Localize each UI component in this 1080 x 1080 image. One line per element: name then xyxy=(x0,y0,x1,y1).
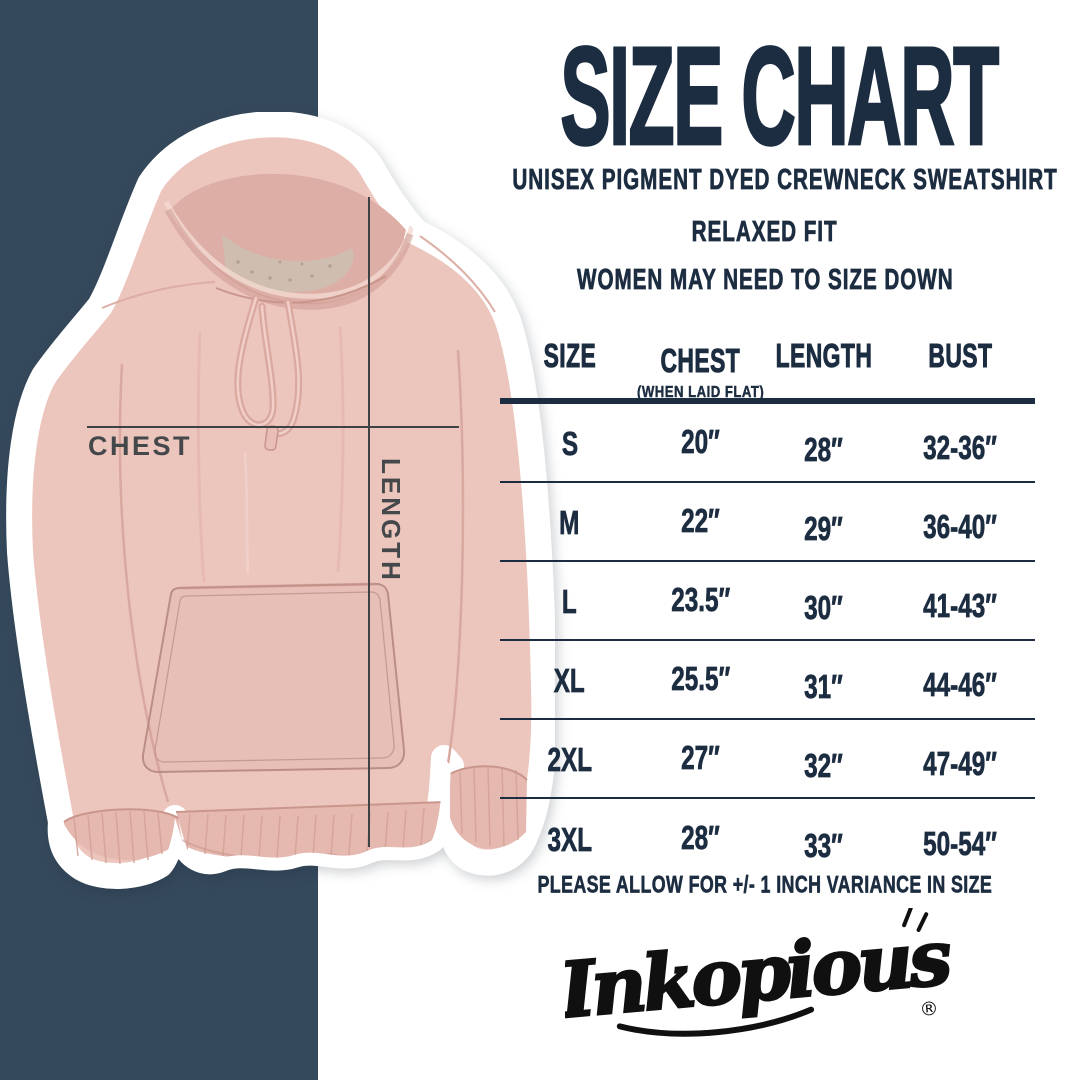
size-table: SIZE CHEST (WHEN LAID FLAT) LENGTH BUST … xyxy=(500,318,1035,878)
page-title: SIZE CHART xyxy=(559,16,1000,175)
logo-flourish xyxy=(902,908,929,932)
size-table-header: SIZE CHEST (WHEN LAID FLAT) LENGTH BUST xyxy=(500,318,1035,401)
logo-swash xyxy=(616,1006,815,1037)
chest-measure-label: CHEST xyxy=(88,431,193,461)
table-row-xl: XL 25.5″ 31″ 44-46″ xyxy=(500,641,1035,720)
brand-logo: Inkopious ® xyxy=(565,908,956,1037)
length-measure-label: LENGTH xyxy=(376,458,406,583)
column-header-bust: BUST xyxy=(928,336,993,375)
table-row-l: L 23.5″ 30″ 41-43″ xyxy=(500,562,1035,641)
table-row-s: S 20″ 28″ 32-36″ xyxy=(500,404,1035,483)
column-header-length: LENGTH xyxy=(775,336,873,375)
chest-subnote: (WHEN LAID FLAT) xyxy=(637,382,765,401)
table-row-m: M 22″ 29″ 36-40″ xyxy=(500,483,1035,562)
table-header-rule xyxy=(500,398,1035,404)
subtitle-fit: RELAXED FIT xyxy=(692,215,838,248)
brand-name: Inkopious xyxy=(565,912,955,1035)
column-header-size: SIZE xyxy=(543,336,596,375)
variance-note: PLEASE ALLOW FOR +/- 1 INCH VARIANCE IN … xyxy=(537,872,993,900)
product-photo-hoodie xyxy=(6,112,555,889)
table-row-3xl: 3XL 28″ 33″ 50-54″ xyxy=(547,819,997,865)
table-row-2xl: 2XL 27″ 32″ 47-49″ xyxy=(500,720,1035,799)
length-measure-line xyxy=(368,197,370,847)
hoodie-details xyxy=(63,173,528,865)
subtitle-product: UNISEX PIGMENT DYED CREWNECK SWEATSHIRT xyxy=(512,163,1058,196)
registered-mark: ® xyxy=(919,998,940,1022)
chest-measure-line xyxy=(87,426,459,428)
column-header-chest: CHEST (WHEN LAID FLAT) xyxy=(637,341,765,401)
subtitle-sizing-tip: WOMEN MAY NEED TO SIZE DOWN xyxy=(576,263,954,296)
